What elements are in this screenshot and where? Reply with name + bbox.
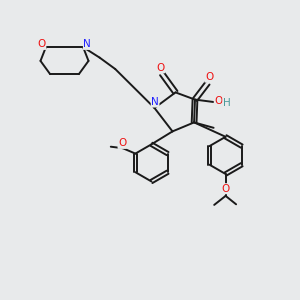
Text: O: O <box>205 72 213 82</box>
Text: O: O <box>221 184 230 194</box>
Text: O: O <box>118 138 126 148</box>
Text: O: O <box>214 96 223 106</box>
Text: O: O <box>156 63 165 73</box>
Text: N: N <box>83 39 91 50</box>
Text: H: H <box>223 98 231 108</box>
Text: N: N <box>151 97 159 107</box>
Text: O: O <box>38 39 46 50</box>
